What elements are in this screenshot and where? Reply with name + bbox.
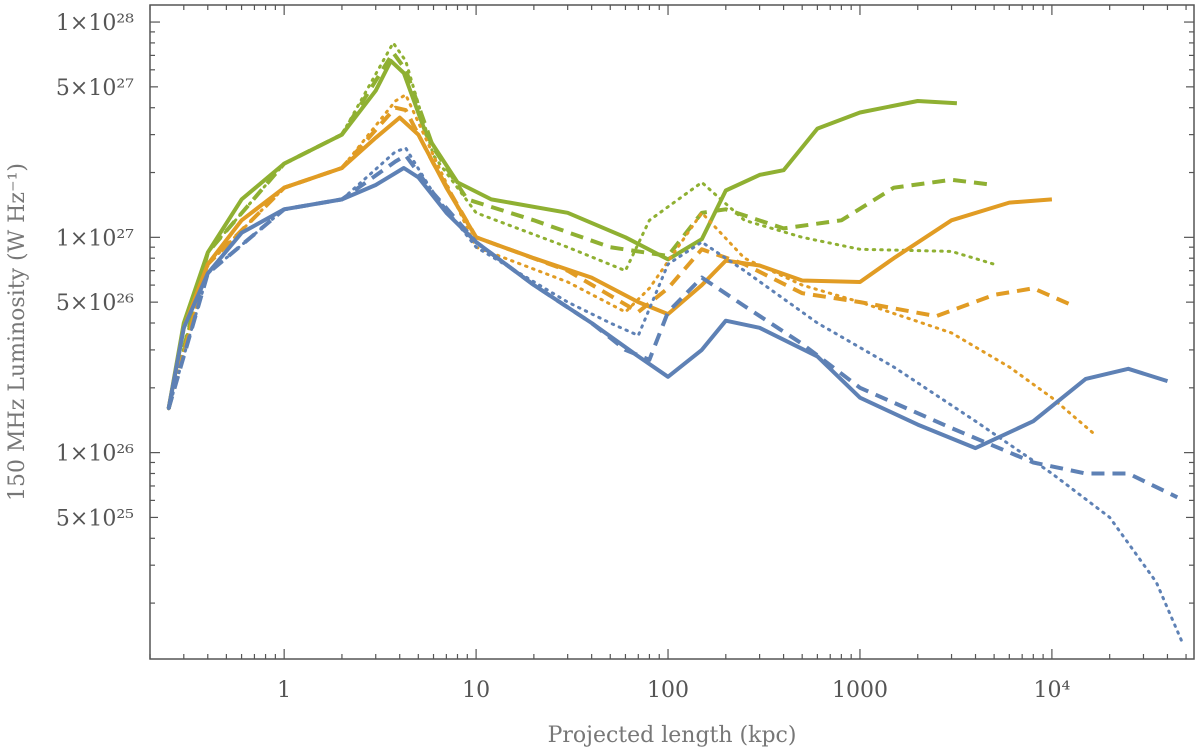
series-blue-solid	[166, 166, 1169, 451]
tick-layer	[149, 5, 1194, 659]
x-tick-label: 1	[277, 678, 291, 703]
y-tick-label: 1×10²⁸	[56, 11, 134, 36]
series-orange-dashed	[166, 105, 1075, 410]
y-tick-label: 1×10²⁷	[56, 226, 134, 251]
series-blue-dotted	[167, 146, 1185, 645]
y-tick-label: 5×10²⁵	[56, 506, 134, 531]
x-tick-label: 100	[647, 678, 689, 703]
x-axis-title: Projected length (kpc)	[548, 723, 797, 748]
series-blue-dashed	[166, 153, 1179, 500]
series-orange-dotted	[167, 93, 1098, 438]
series-green-dotted	[167, 41, 996, 411]
series-green-dashed	[166, 50, 995, 410]
y-tick-label: 5×10²⁷	[56, 76, 134, 101]
series-layer	[166, 41, 1185, 645]
x-tick-label: 1000	[832, 678, 888, 703]
y-tick-label: 1×10²⁶	[56, 442, 134, 467]
x-tick-label: 10	[462, 678, 490, 703]
y-tick-labels: 5×10²⁵ 1×10²⁶ 5×10²⁶ 1×10²⁷ 5×10²⁷ 1×10²⁸	[56, 11, 134, 531]
x-tick-labels: 1 10 100 1000 10⁴	[277, 678, 1070, 703]
plot-frame	[149, 4, 1195, 660]
y-tick-label: 5×10²⁶	[56, 291, 134, 316]
x-tick-label: 10⁴	[1033, 678, 1070, 703]
series-green-solid	[166, 58, 958, 410]
y-axis-title: 150 MHz Luminosity (W Hz⁻¹)	[5, 163, 30, 501]
series-orange-solid	[166, 115, 1053, 410]
